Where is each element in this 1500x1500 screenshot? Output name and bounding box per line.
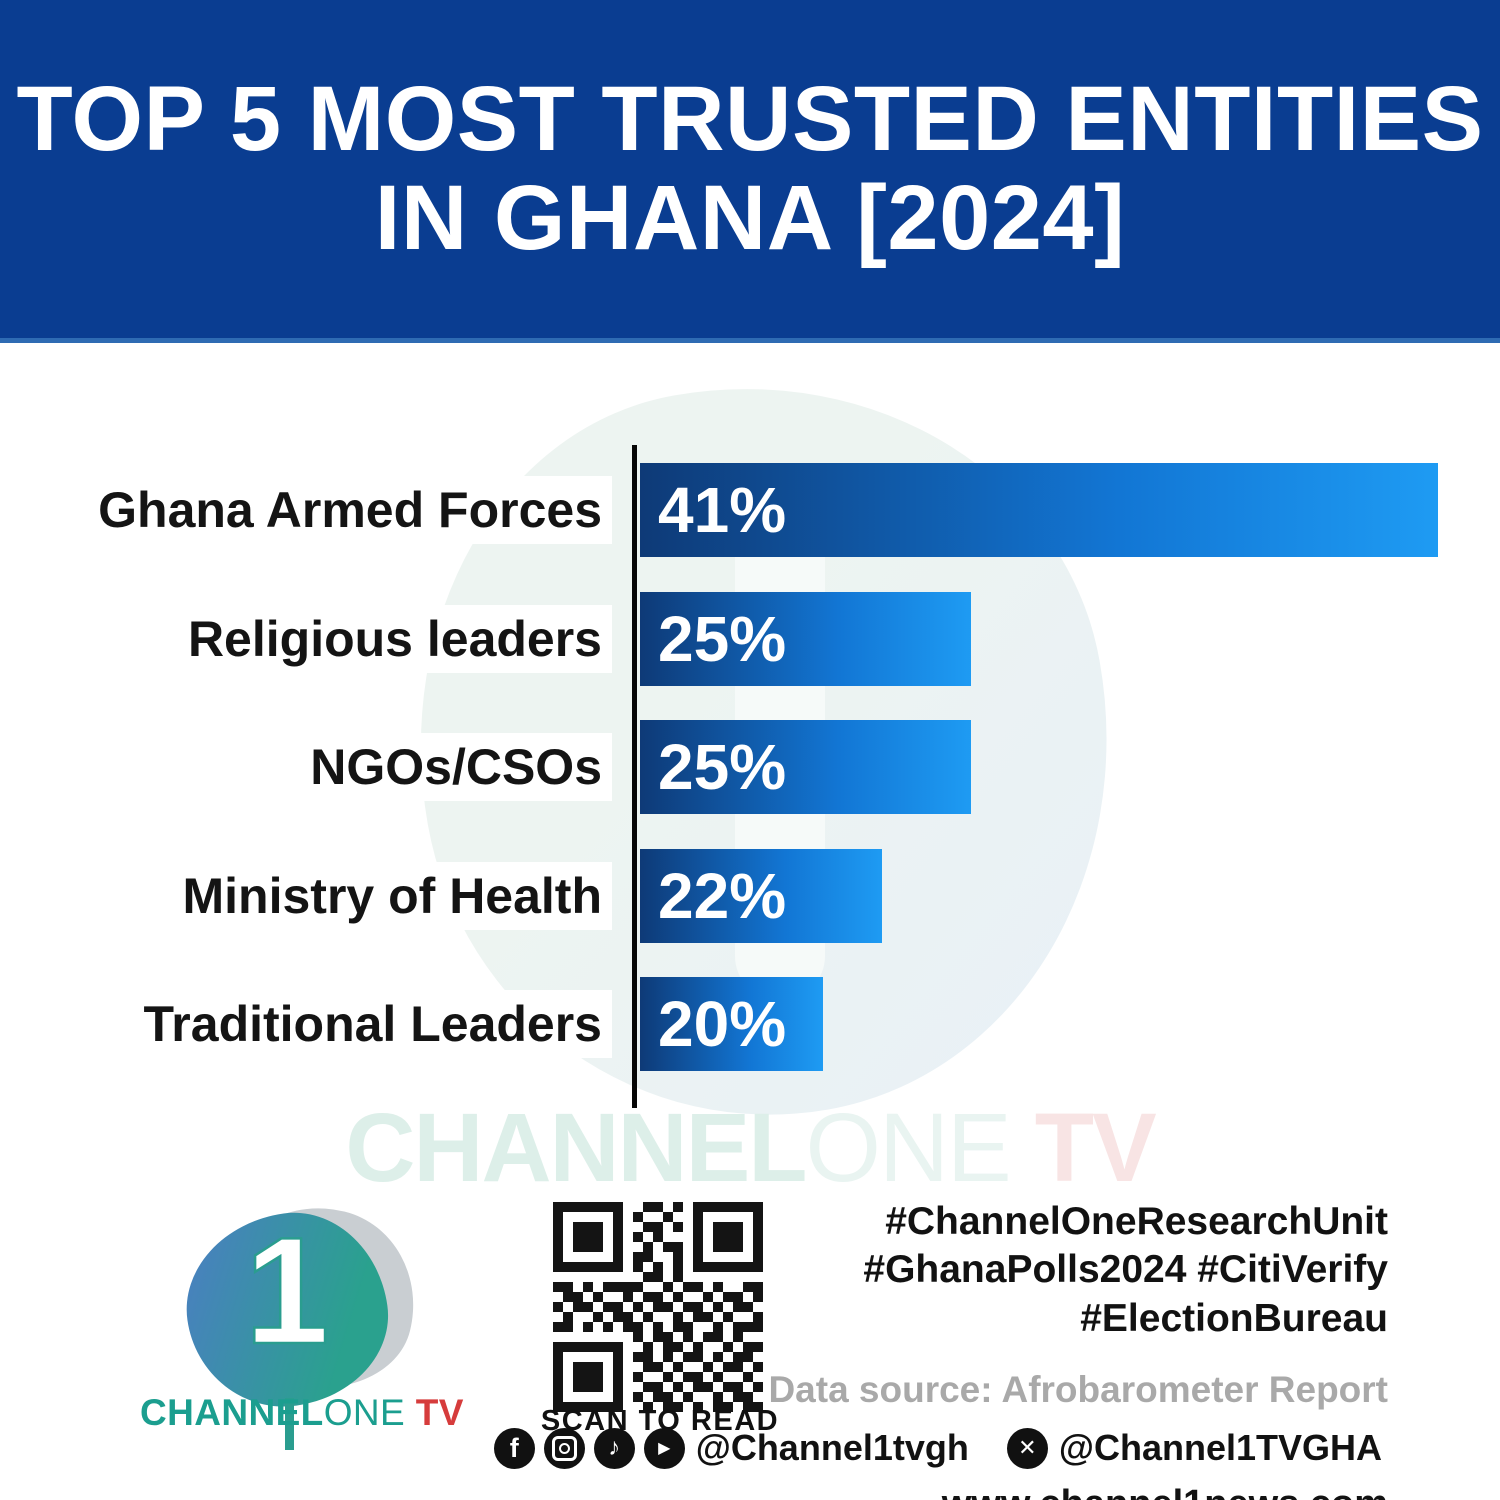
- wordmark-channel: CHANNEL: [140, 1392, 324, 1433]
- facebook-icon: f: [493, 1427, 535, 1469]
- bar-chart: Ghana Armed Forces 41% Religious leaders 25…: [0, 463, 1500, 1103]
- bar: 25%: [640, 592, 971, 686]
- bar-label: Ghana Armed Forces: [88, 476, 612, 544]
- page-title-line2: IN GHANA [2024]: [374, 167, 1126, 269]
- chart-row: NGOs/CSOs 25%: [0, 720, 1500, 814]
- wordmark-tv: TV: [405, 1392, 464, 1433]
- data-source-note: Data source: Afrobarometer Report: [768, 1369, 1388, 1411]
- hashtag-line: #ElectionBureau: [1080, 1296, 1388, 1340]
- bar-value: 41%: [658, 474, 787, 546]
- chart-baseline-axis: [632, 445, 637, 1108]
- social-handle-x: @Channel1TVGHA: [1058, 1427, 1382, 1469]
- bar: 22%: [640, 849, 882, 943]
- bar-value: 25%: [658, 603, 787, 675]
- instagram-icon: [543, 1427, 585, 1469]
- website-url: www.channel1news.com: [494, 1483, 1388, 1500]
- chart-row: Ministry of Health 22%: [0, 849, 1500, 943]
- chart-row: Ghana Armed Forces 41%: [0, 463, 1500, 557]
- channel-one-text-watermark: CHANNELONE TV: [0, 1092, 1500, 1204]
- footer-right-block: #ChannelOneResearchUnit #GhanaPolls2024 …: [493, 1198, 1388, 1500]
- social-row: f ♪ ▶ @Channel1tvgh ✕ @Channel1TVGHA: [493, 1427, 1388, 1469]
- header-banner: TOP 5 MOST TRUSTED ENTITIES IN GHANA [20…: [0, 0, 1500, 343]
- chart-row: Traditional Leaders 20%: [0, 977, 1500, 1071]
- tiktok-icon: ♪: [593, 1427, 635, 1469]
- hashtags: #ChannelOneResearchUnit #GhanaPolls2024 …: [494, 1198, 1388, 1343]
- bar: 25%: [640, 720, 971, 814]
- watermark-channel: CHANNEL: [345, 1093, 807, 1202]
- bar-label: Traditional Leaders: [133, 990, 612, 1058]
- social-handle-main: @Channel1tvgh: [695, 1427, 969, 1469]
- bar-value: 20%: [658, 988, 787, 1060]
- bar-value: 25%: [658, 731, 787, 803]
- bar: 20%: [640, 977, 823, 1071]
- bar-value: 22%: [658, 860, 787, 932]
- bar-label: NGOs/CSOs: [300, 733, 612, 801]
- bar: 41%: [640, 463, 1438, 557]
- logo-numeral: 1: [243, 1205, 330, 1378]
- chart-row: Religious leaders 25%: [0, 592, 1500, 686]
- qr-code: [553, 1202, 763, 1412]
- hashtag-line: #GhanaPolls2024 #CitiVerify: [863, 1248, 1388, 1292]
- bar-label: Ministry of Health: [172, 862, 612, 930]
- page-title-line1: TOP 5 MOST TRUSTED ENTITIES: [16, 67, 1484, 170]
- wordmark-one: ONE: [323, 1392, 406, 1433]
- watermark-one: ONE: [805, 1093, 1012, 1202]
- bar-label: Religious leaders: [177, 605, 612, 673]
- channel-one-logo: 1: [165, 1187, 435, 1450]
- channel-one-wordmark: CHANNELONE TV: [140, 1392, 463, 1434]
- youtube-icon: ▶: [643, 1427, 685, 1469]
- logo-numeral-tail: [285, 1398, 294, 1450]
- hashtag-line: #ChannelOneResearchUnit: [885, 1200, 1388, 1243]
- watermark-tv: TV: [1009, 1093, 1157, 1202]
- x-icon: ✕: [1006, 1427, 1048, 1469]
